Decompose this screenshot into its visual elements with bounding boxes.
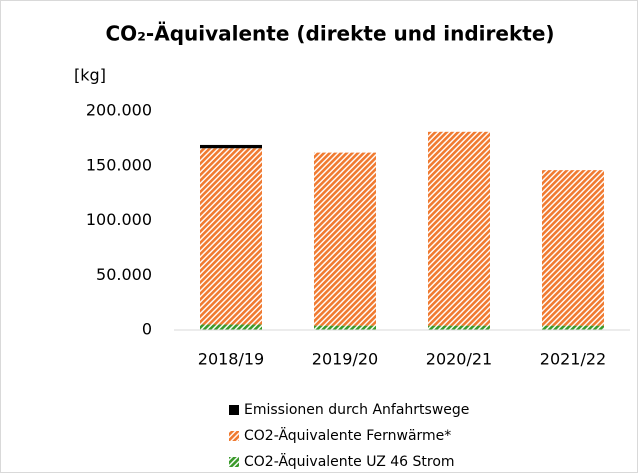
x-tick-label: 2021/22 bbox=[540, 350, 606, 369]
legend-label: Emissionen durch Anfahrtswege bbox=[244, 402, 469, 418]
bar-segment bbox=[428, 325, 490, 330]
x-tick-label: 2019/20 bbox=[312, 350, 378, 369]
bar-segment bbox=[542, 325, 604, 330]
x-tick-label: 2020/21 bbox=[426, 350, 492, 369]
bar-segment bbox=[542, 170, 604, 326]
y-tick-label: 150.000 bbox=[86, 155, 152, 174]
y-tick-label: 0 bbox=[142, 320, 152, 339]
bar-segment bbox=[200, 144, 262, 149]
y-tick-label: 50.000 bbox=[96, 265, 152, 284]
bar-segment bbox=[314, 152, 376, 326]
y-axis-label: [kg] bbox=[74, 66, 106, 85]
legend-swatch bbox=[229, 431, 239, 441]
bar-segment bbox=[200, 324, 262, 330]
legend-swatch bbox=[229, 405, 239, 415]
bar-segment bbox=[314, 325, 376, 330]
y-tick-label: 100.000 bbox=[86, 210, 152, 229]
legend-swatch bbox=[229, 457, 239, 467]
bar-segment bbox=[200, 148, 262, 325]
chart-title: CO₂-Äquivalente (direkte und indirekte) bbox=[105, 22, 554, 46]
x-tick-label: 2018/19 bbox=[198, 350, 264, 369]
legend-label: CO2-Äquivalente Fernwärme* bbox=[244, 426, 451, 444]
legend-label: CO2-Äquivalente UZ 46 Strom bbox=[244, 452, 455, 470]
y-tick-label: 200.000 bbox=[86, 101, 152, 120]
bar-segment bbox=[428, 131, 490, 326]
